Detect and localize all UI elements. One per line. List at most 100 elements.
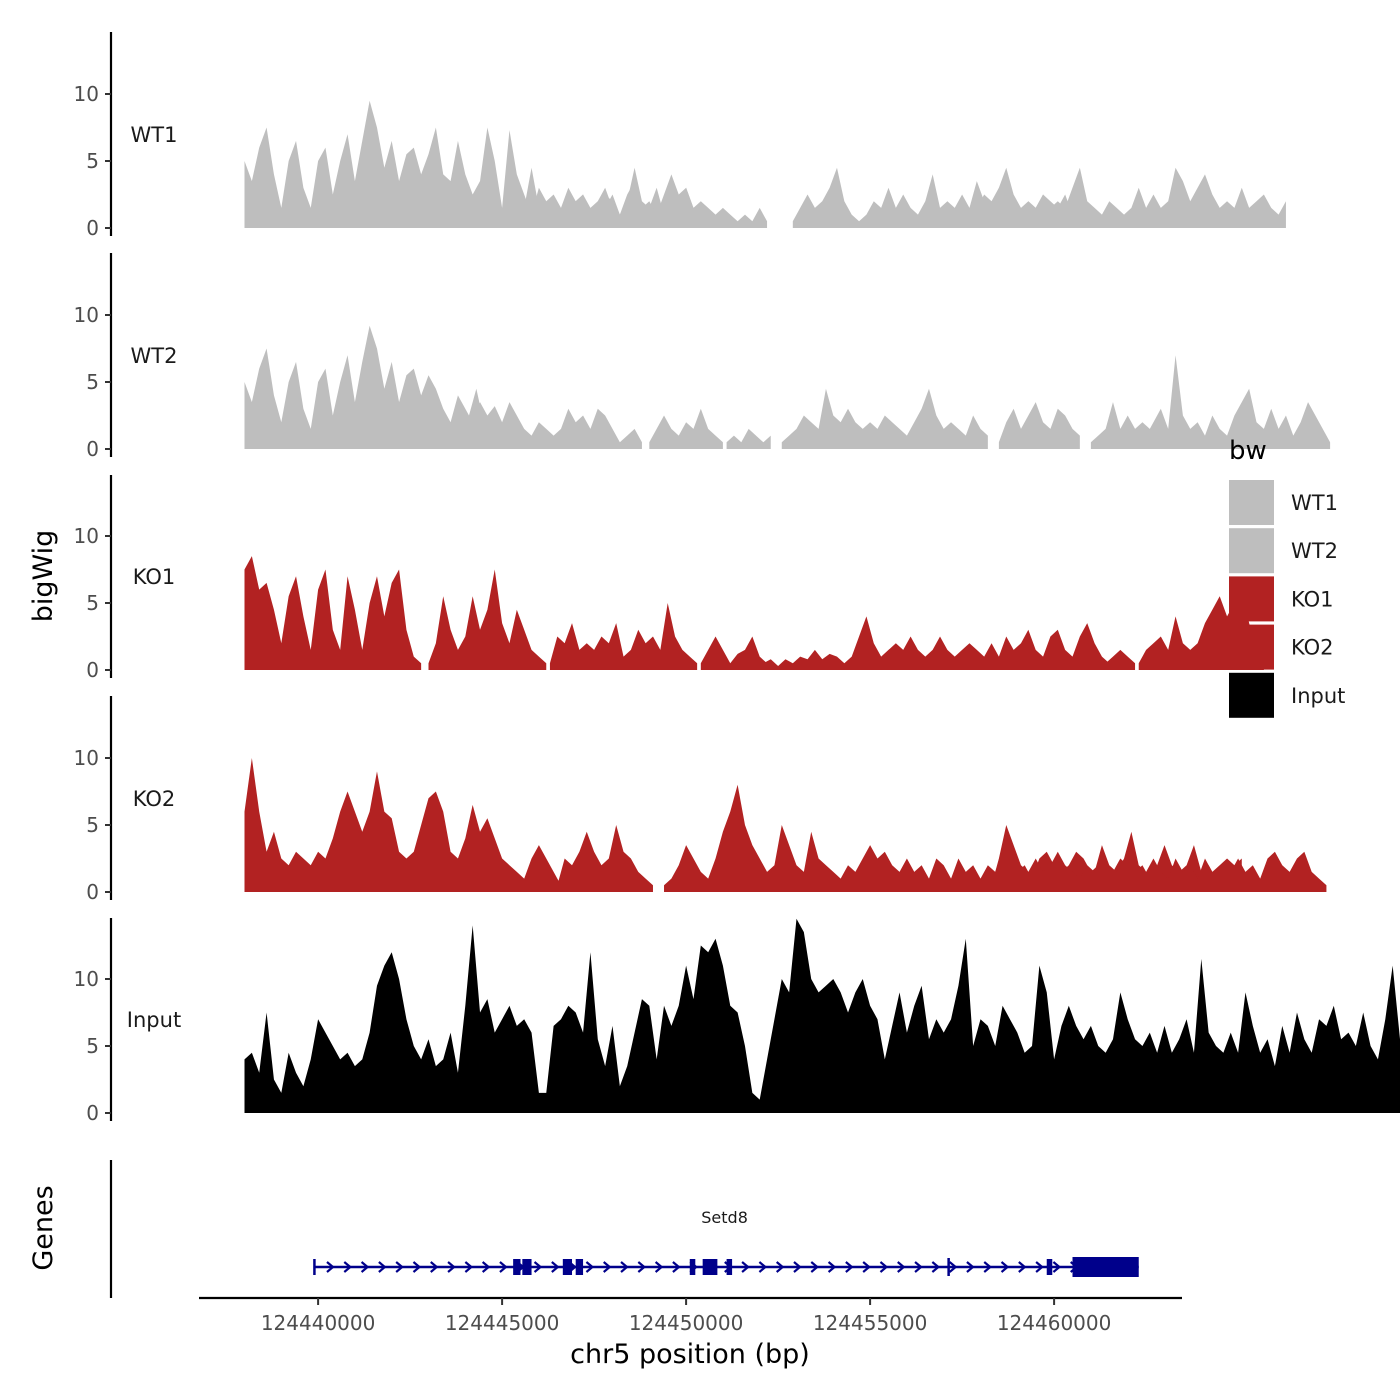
legend-label: KO1 [1291, 587, 1334, 611]
track-label: WT1 [131, 123, 178, 147]
strand-arrow-icon [966, 1261, 975, 1273]
strand-arrow-icon [845, 1261, 854, 1273]
gene-exon [575, 1259, 584, 1275]
legend-swatch [1229, 528, 1274, 574]
gene-exon [522, 1259, 532, 1275]
strand-arrow-icon [672, 1261, 681, 1273]
x-axis-title: chr5 position (bp) [570, 1339, 810, 1370]
strand-arrow-icon [775, 1261, 785, 1273]
gene-exon [702, 1259, 718, 1275]
strand-arrow-icon [810, 1261, 819, 1273]
signal-area [781, 388, 988, 449]
signal-area [1131, 355, 1331, 449]
strand-arrow-icon [412, 1261, 422, 1273]
track-label: WT2 [131, 344, 178, 368]
gene-exon [1072, 1257, 1139, 1277]
strand-arrow-icon [637, 1261, 647, 1273]
signal-area [590, 174, 768, 228]
signal-area [998, 402, 1080, 449]
track-input: 0 5 10 Input [74, 918, 1400, 1125]
strand-arrow-icon [1018, 1261, 1027, 1273]
genes-axis-title: Genes [28, 1185, 59, 1270]
y-tick-label: 0 [86, 880, 99, 904]
y-tick-label: 0 [86, 1101, 99, 1125]
signal-area [700, 636, 768, 670]
strand-arrow-icon [793, 1261, 802, 1273]
strand-arrow-icon [447, 1261, 456, 1273]
strand-arrow-icon [378, 1261, 387, 1273]
strand-arrow-icon [481, 1261, 491, 1273]
track-ko1: 0 5 10 KO1 [74, 475, 1264, 682]
legend-swatch [1229, 624, 1274, 670]
legend-label: WT2 [1291, 539, 1338, 563]
gene-exon [689, 1259, 696, 1275]
strand-arrow-icon [758, 1261, 768, 1273]
track-label: KO2 [133, 787, 176, 811]
signal-area [1105, 649, 1136, 670]
gene-exon [1046, 1259, 1053, 1275]
y-tick-label: 10 [74, 82, 99, 106]
strand-arrow-icon [533, 1261, 543, 1273]
legend-label: WT1 [1291, 491, 1338, 515]
signal-area [487, 408, 642, 449]
track-label: KO1 [133, 565, 176, 589]
track-label: Input [127, 1008, 181, 1032]
x-tick-label: 124450000 [629, 1311, 744, 1335]
strand-arrow-icon [1052, 1261, 1062, 1273]
strand-arrow-icon [897, 1261, 906, 1273]
signal-area [244, 556, 422, 670]
strand-arrow-icon [343, 1261, 352, 1273]
gene-track: Setd8 [109, 1160, 1139, 1298]
signal-area [428, 569, 547, 670]
strand-arrow-icon [603, 1261, 612, 1273]
legend-title: bw [1229, 436, 1267, 466]
strand-arrow-icon [551, 1261, 560, 1273]
y-tick-label: 10 [74, 524, 99, 548]
y-tick-label: 0 [86, 437, 99, 461]
strand-arrow-icon [326, 1261, 335, 1273]
strand-arrow-icon [395, 1261, 404, 1273]
signal-tracks: 0 5 10 WT1 0 5 10 WT2 0 5 10 KO1 0 5 10 KO2 0 5 10 Input [74, 32, 1400, 1125]
y-tick-label: 10 [74, 746, 99, 770]
signal-area [991, 825, 1242, 892]
y-tick-label: 5 [86, 1034, 99, 1058]
strand-arrow-icon [1035, 1261, 1044, 1273]
strand-arrow-icon [931, 1261, 941, 1273]
signal-area [649, 408, 723, 449]
gene-exon [562, 1259, 573, 1275]
strand-arrow-icon [827, 1261, 837, 1273]
y-tick-label: 10 [74, 303, 99, 327]
signal-area [557, 825, 653, 892]
strand-arrow-icon [430, 1261, 439, 1273]
legend-label: KO2 [1291, 636, 1334, 660]
legend: bw WT1 WT2 KO1 KO2 Input [1229, 436, 1345, 718]
y-tick-label: 5 [86, 813, 99, 837]
signal-area [244, 758, 561, 892]
signal-area [244, 325, 532, 449]
signal-area [969, 167, 1286, 228]
signal-area [244, 918, 1400, 1113]
legend-label: Input [1291, 684, 1345, 708]
x-axis: 124440000 124445000 124450000 124455000 1244… [199, 1296, 1182, 1335]
strand-arrow-icon [654, 1261, 664, 1273]
signal-area [549, 603, 698, 670]
track-wt2: 0 5 10 WT2 [74, 253, 1331, 461]
y-tick-label: 5 [86, 149, 99, 173]
strand-arrow-icon [862, 1261, 871, 1273]
x-tick-label: 124460000 [997, 1311, 1112, 1335]
legend-swatch [1229, 672, 1274, 718]
strand-arrow-icon [948, 1261, 958, 1273]
legend-swatch [1229, 480, 1274, 525]
strand-arrow-icon [620, 1261, 629, 1273]
strand-arrow-icon [360, 1261, 370, 1273]
signal-area [664, 784, 1327, 892]
y-tick-label: 0 [86, 658, 99, 682]
x-tick-label: 124440000 [261, 1311, 376, 1335]
y-tick-label: 5 [86, 591, 99, 615]
x-tick-label: 124445000 [445, 1311, 560, 1335]
strand-arrow-icon [499, 1261, 508, 1273]
y-tick-label: 5 [86, 370, 99, 394]
strand-arrow-icon [464, 1261, 474, 1273]
signal-area [244, 100, 620, 228]
